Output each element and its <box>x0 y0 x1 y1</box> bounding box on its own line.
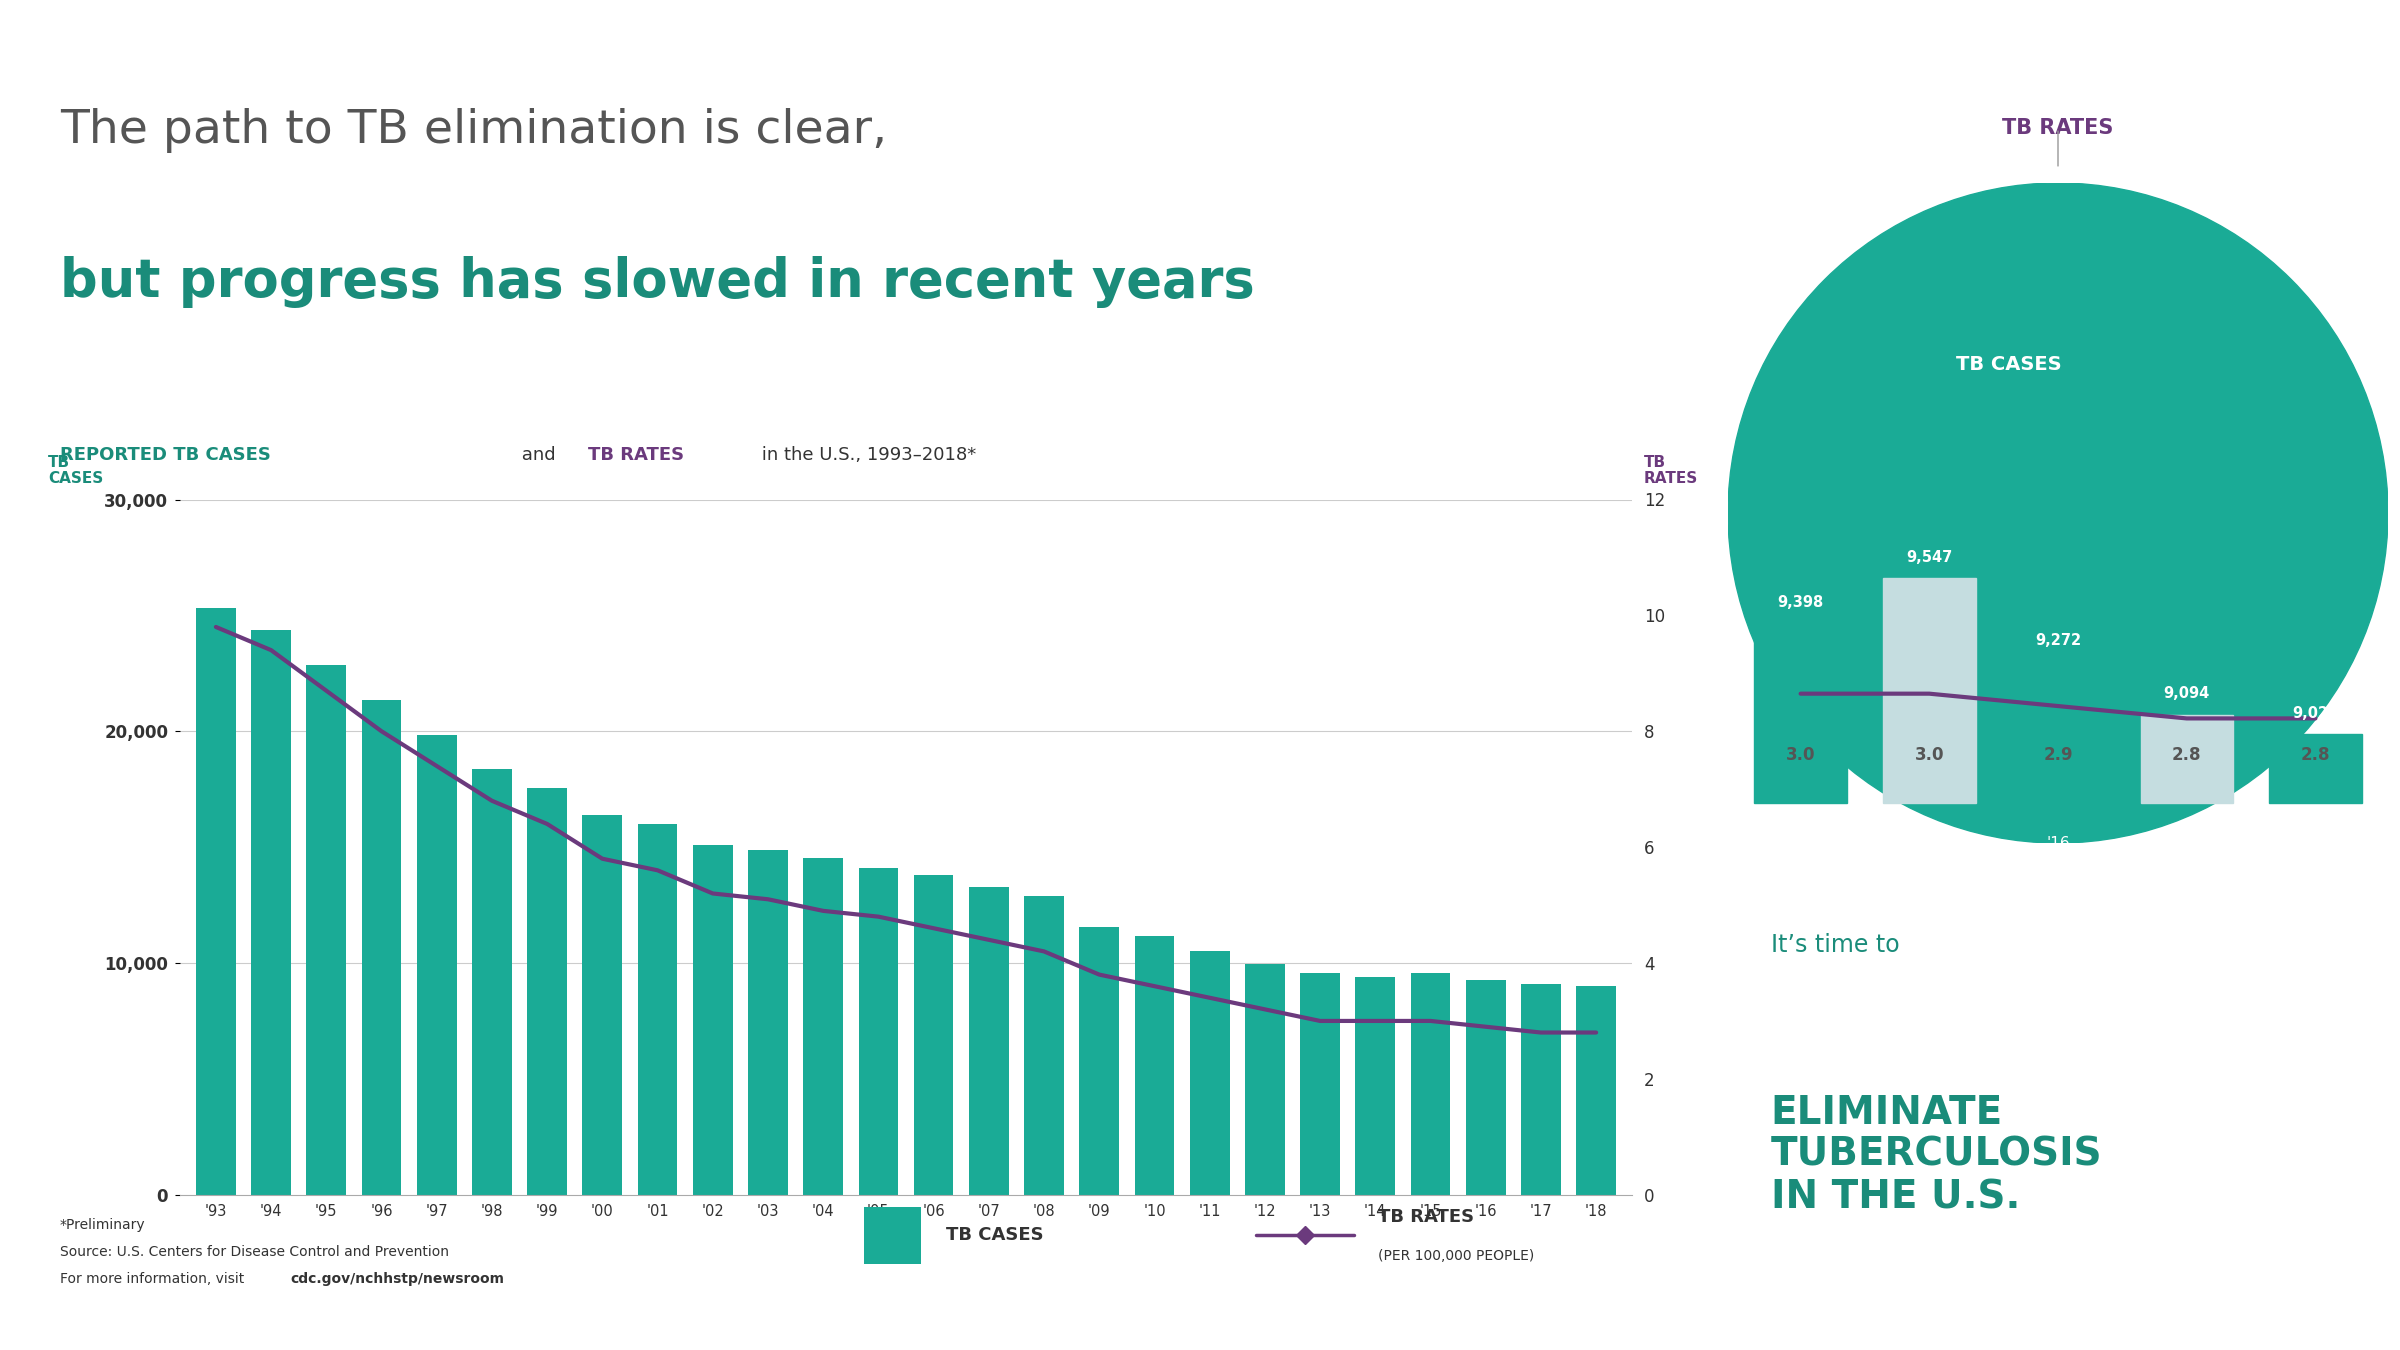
FancyBboxPatch shape <box>864 1207 922 1264</box>
Text: '16: '16 <box>2047 837 2069 852</box>
Bar <box>1411 973 1450 1195</box>
Bar <box>1356 977 1394 1195</box>
Text: 9,272: 9,272 <box>2035 633 2081 648</box>
Text: TB
RATES: TB RATES <box>1644 455 1699 486</box>
Bar <box>694 845 732 1195</box>
Text: Source: U.S. Centers for Disease Control and Prevention: Source: U.S. Centers for Disease Control… <box>60 1245 449 1258</box>
Bar <box>362 701 401 1195</box>
Bar <box>970 887 1008 1195</box>
Text: 3.0: 3.0 <box>1786 745 1814 764</box>
Text: TB RATES: TB RATES <box>588 446 684 463</box>
Bar <box>1135 936 1174 1195</box>
Text: TB
CASES: TB CASES <box>48 455 103 486</box>
Bar <box>252 630 290 1195</box>
Bar <box>2141 714 2232 803</box>
Text: '17: '17 <box>2174 837 2198 852</box>
Bar <box>473 769 511 1195</box>
Text: *Preliminary: *Preliminary <box>60 1218 146 1231</box>
Text: 9,094: 9,094 <box>2162 686 2210 702</box>
Text: 9,029: 9,029 <box>2292 706 2338 721</box>
Text: 2.9: 2.9 <box>2042 745 2074 764</box>
Bar <box>1754 622 1848 803</box>
Bar <box>1246 964 1284 1195</box>
Text: It’s time to: It’s time to <box>1771 933 1898 957</box>
Bar <box>1025 895 1063 1195</box>
Bar <box>1522 984 1560 1195</box>
Text: TB RATES: TB RATES <box>2002 119 2114 138</box>
Text: For more information, visit: For more information, visit <box>60 1272 250 1285</box>
Bar <box>638 825 677 1195</box>
Circle shape <box>1728 184 2388 842</box>
Bar <box>914 875 953 1195</box>
Bar <box>2270 734 2362 803</box>
Bar <box>1301 973 1339 1195</box>
Text: '14: '14 <box>1788 837 1812 852</box>
Text: 9,547: 9,547 <box>1906 549 1954 564</box>
Bar <box>1190 950 1229 1195</box>
Text: 2.8: 2.8 <box>2302 745 2330 764</box>
Text: TB CASES: TB CASES <box>946 1226 1044 1245</box>
Bar <box>804 859 842 1195</box>
Text: 9,398: 9,398 <box>1778 594 1824 610</box>
Text: (PER 100,000 PEOPLE): (PER 100,000 PEOPLE) <box>1378 1249 1534 1262</box>
Text: and: and <box>516 446 562 463</box>
Bar <box>197 608 235 1195</box>
Bar <box>528 788 566 1195</box>
Text: TB CASES: TB CASES <box>1956 355 2062 374</box>
Bar <box>749 850 787 1195</box>
Text: '15: '15 <box>1918 837 1942 852</box>
Bar <box>418 734 456 1195</box>
Bar <box>1466 980 1505 1195</box>
Text: REPORTED TB CASES: REPORTED TB CASES <box>60 446 271 463</box>
Text: 3.0: 3.0 <box>1915 745 1944 764</box>
Text: '18: '18 <box>2304 837 2328 852</box>
Bar <box>2011 662 2105 803</box>
Bar <box>1577 986 1615 1195</box>
Bar <box>1884 578 1975 803</box>
Text: TB RATES: TB RATES <box>1378 1208 1474 1226</box>
Bar <box>583 815 622 1195</box>
Bar <box>1080 927 1118 1195</box>
Text: ELIMINATE
TUBERCULOSIS
IN THE U.S.: ELIMINATE TUBERCULOSIS IN THE U.S. <box>1771 1094 2102 1216</box>
Text: The path to TB elimination is clear,: The path to TB elimination is clear, <box>60 108 888 153</box>
Bar <box>307 666 346 1195</box>
Text: but progress has slowed in recent years: but progress has slowed in recent years <box>60 256 1255 309</box>
Bar <box>859 868 898 1195</box>
Text: 2.8: 2.8 <box>2172 745 2201 764</box>
Text: in the U.S., 1993–2018*: in the U.S., 1993–2018* <box>756 446 977 463</box>
Text: cdc.gov/nchhstp/newsroom: cdc.gov/nchhstp/newsroom <box>290 1272 504 1285</box>
